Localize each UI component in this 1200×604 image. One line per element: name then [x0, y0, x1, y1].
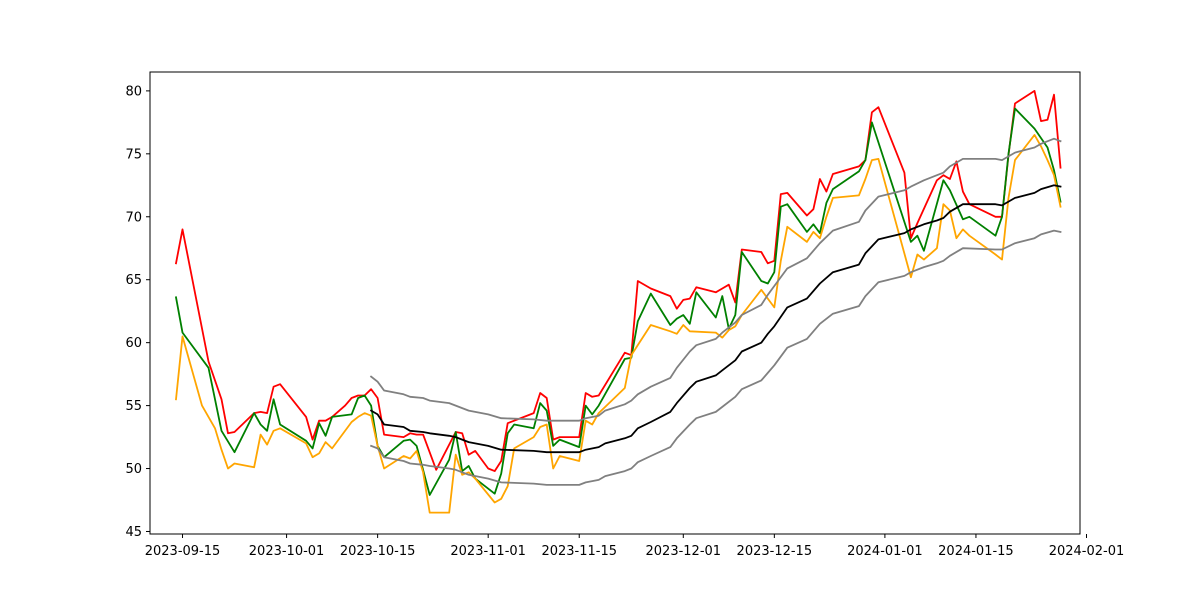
x-tick-label: 2024-02-01 [1049, 544, 1125, 559]
series-line-2 [174, 107, 1062, 496]
y-tick-label: 60 [125, 336, 142, 351]
series-line-6 [369, 229, 1062, 486]
x-tick-label: 2024-01-15 [938, 544, 1014, 559]
y-tick-label: 50 [125, 462, 142, 477]
x-tick-label: 2023-12-01 [646, 544, 722, 559]
series-line-1 [174, 90, 1062, 472]
series-line-5 [369, 137, 1062, 422]
x-tick-label: 2023-09-15 [145, 544, 221, 559]
series-line-4 [369, 184, 1062, 454]
x-tick-label: 2023-10-15 [340, 544, 416, 559]
y-tick-label: 65 [125, 273, 142, 288]
y-tick-label: 55 [125, 399, 142, 414]
y-axis: 45 50 55 60 65 70 75 80 [125, 84, 150, 540]
series-layer [174, 90, 1062, 514]
x-axis: 2023-09-15 2023-10-01 2023-10-15 2023-11-01… [145, 534, 1125, 559]
x-tick-label: 2023-11-01 [450, 544, 526, 559]
plot-frame [149, 71, 1081, 535]
x-tick-label: 2023-11-15 [541, 544, 617, 559]
y-tick-label: 70 [125, 210, 142, 225]
x-tick-label: 2024-01-01 [847, 544, 923, 559]
y-tick-label: 75 [125, 147, 142, 162]
y-tick-label: 45 [125, 525, 142, 540]
series-line-3 [175, 134, 1062, 514]
x-tick-label: 2023-10-01 [249, 544, 325, 559]
y-tick-label: 80 [125, 84, 142, 99]
x-tick-label: 2023-12-15 [737, 544, 813, 559]
